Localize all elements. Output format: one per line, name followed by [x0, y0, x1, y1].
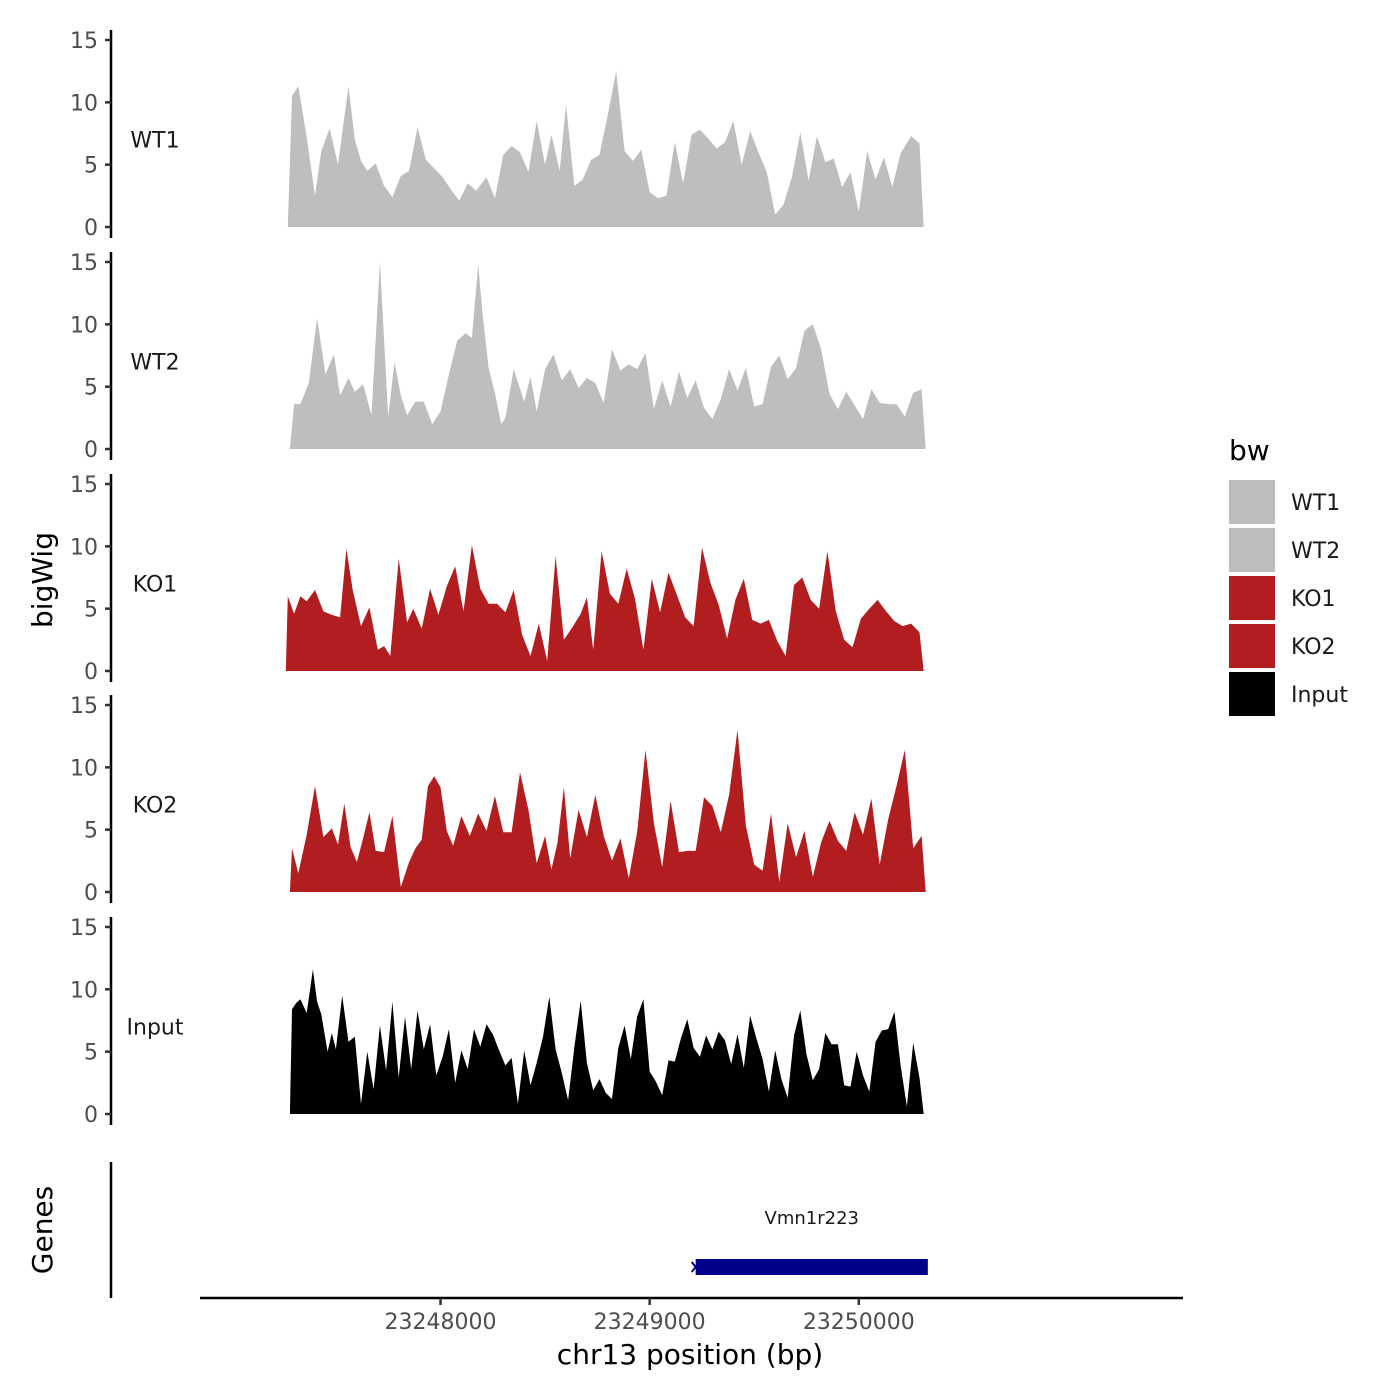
- legend-title: bw: [1229, 434, 1270, 467]
- y-tick-label: 10: [70, 91, 98, 116]
- y-tick-label: 15: [70, 916, 98, 941]
- x-tick-label: 23249000: [594, 1310, 706, 1335]
- y-tick-label: 5: [84, 598, 98, 623]
- gene-name-label: Vmn1r223: [765, 1208, 859, 1229]
- y-axis-title: bigWig: [26, 532, 59, 628]
- x-ticks: 23248000 23249000 23250000: [385, 1298, 915, 1335]
- y-tick-label: 5: [84, 819, 98, 844]
- y-tick-label: 5: [84, 154, 98, 179]
- track-ko1: 0 5 10 15 KO1: [70, 473, 924, 685]
- coverage-area-wt2: [289, 262, 926, 449]
- track-label: Input: [127, 1016, 184, 1041]
- x-axis-title: chr13 position (bp): [557, 1338, 823, 1371]
- genes-panel: Genes Vmn1r223: [26, 1162, 928, 1298]
- legend-label-input: Input: [1291, 683, 1348, 708]
- legend: bw WT1 WT2 KO1 KO2 Input: [1229, 434, 1348, 716]
- x-axis: 23248000 23249000 23250000 chr13 position …: [200, 1296, 1183, 1371]
- track-wt1: 0 5 10 15 WT1: [70, 29, 924, 241]
- y-tick-label: 15: [70, 29, 98, 54]
- legend-label-ko2: KO2: [1291, 635, 1336, 660]
- legend-swatch-ko2: [1229, 624, 1275, 668]
- y-tick-label: 0: [84, 438, 98, 463]
- legend-label-wt1: WT1: [1291, 491, 1340, 516]
- gene-strand-marker: [690, 1261, 701, 1273]
- track-ko2: 0 5 10 15 KO2: [70, 694, 926, 906]
- y-tick-label: 0: [84, 660, 98, 685]
- y-tick-label: 15: [70, 694, 98, 719]
- y-tick-label: 15: [70, 473, 98, 498]
- y-tick-label: 5: [84, 376, 98, 401]
- y-tick-label: 5: [84, 1041, 98, 1066]
- y-tick-label: 15: [70, 251, 98, 276]
- genes-axis-title: Genes: [26, 1186, 59, 1274]
- x-tick-label: 23250000: [803, 1310, 915, 1335]
- track-label: KO2: [133, 794, 178, 819]
- legend-label-ko1: KO1: [1291, 587, 1336, 612]
- gene-features: Vmn1r223: [690, 1208, 928, 1275]
- track-label: KO1: [133, 573, 178, 598]
- legend-swatch-wt2: [1229, 528, 1275, 572]
- y-tick-label: 0: [84, 1103, 98, 1128]
- coverage-area-wt1: [287, 71, 924, 227]
- track-wt2: 0 5 10 15 WT2: [70, 251, 926, 463]
- legend-swatch-wt1: [1229, 480, 1275, 524]
- coverage-area-ko1: [285, 545, 924, 671]
- track-label: WT2: [130, 351, 179, 376]
- coverage-area-ko2: [289, 729, 926, 892]
- legend-items: WT1 WT2 KO1 KO2 Input: [1229, 480, 1348, 716]
- legend-swatch-input: [1229, 672, 1275, 716]
- legend-swatch-ko1: [1229, 576, 1275, 620]
- x-tick-label: 23248000: [385, 1310, 497, 1335]
- y-tick-label: 10: [70, 535, 98, 560]
- y-tick-label: 0: [84, 881, 98, 906]
- y-tick-label: 10: [70, 978, 98, 1003]
- y-tick-label: 10: [70, 756, 98, 781]
- track-label: WT1: [130, 129, 179, 154]
- legend-label-wt2: WT2: [1291, 539, 1340, 564]
- y-tick-label: 0: [84, 216, 98, 241]
- bigwig-tracks: 0 5 10 15 WT1 0 5 10 15 WT2 0 5 10 15 KO1 0 5 10 15 KO2 0 5 10…: [70, 29, 926, 1128]
- track-input: 0 5 10 15 Input: [70, 916, 924, 1128]
- gene-body: [695, 1259, 928, 1275]
- y-tick-label: 10: [70, 313, 98, 338]
- coverage-area-input: [289, 969, 924, 1114]
